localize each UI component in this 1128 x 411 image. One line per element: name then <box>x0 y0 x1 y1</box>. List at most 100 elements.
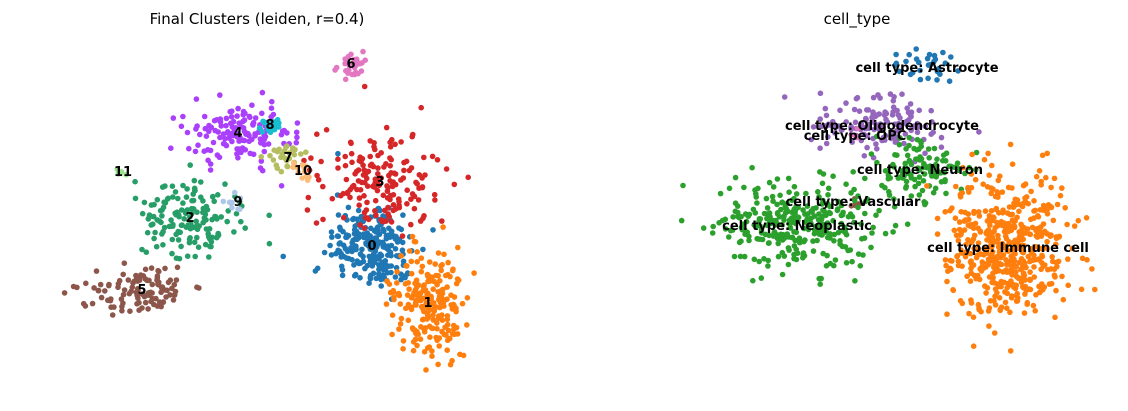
scatter-point <box>160 204 167 211</box>
scatter-point <box>243 130 250 136</box>
scatter-point <box>338 250 345 257</box>
scatter-point <box>383 124 390 131</box>
scatter-point <box>848 203 855 209</box>
scatter-point <box>1000 252 1007 258</box>
scatter-point <box>824 200 831 207</box>
scatter-point <box>751 256 758 263</box>
scatter-point <box>202 241 209 248</box>
scatter-point <box>719 217 726 224</box>
scatter-point <box>869 119 876 125</box>
scatter-point <box>434 320 440 326</box>
scatter-point <box>408 221 414 228</box>
scatter-point <box>184 186 190 192</box>
scatter-point <box>1022 291 1028 297</box>
scatter-point <box>803 190 809 197</box>
scatter-point <box>121 260 128 267</box>
scatter-point <box>352 61 358 68</box>
scatter-point <box>1033 173 1040 180</box>
scatter-point <box>336 241 343 247</box>
scatter-point <box>975 246 982 252</box>
scatter-point <box>121 287 128 293</box>
scatter-point <box>793 229 800 236</box>
scatter-point <box>451 181 458 188</box>
scatter-point <box>970 236 977 242</box>
scatter-point <box>960 164 966 171</box>
scatter-point <box>822 105 829 112</box>
scatter-point <box>990 186 996 192</box>
scatter-point <box>732 208 739 215</box>
scatter-point <box>1038 178 1044 185</box>
scatter-point <box>366 280 372 287</box>
scatter-point <box>347 139 354 146</box>
scatter-point <box>432 197 438 203</box>
scatter-point <box>922 150 928 157</box>
scatter-point <box>386 281 393 288</box>
scatter-point <box>1027 231 1034 238</box>
scatter-point <box>966 189 972 195</box>
scatter-point <box>422 172 428 178</box>
scatter-point <box>1021 310 1028 316</box>
scatter-point <box>217 119 224 125</box>
scatter-point <box>832 130 838 136</box>
scatter-point <box>770 198 776 204</box>
scatter-point <box>419 263 426 270</box>
scatter-point <box>810 238 816 244</box>
scatter-point <box>680 182 686 189</box>
scatter-point <box>97 281 104 288</box>
scatter-point <box>830 123 837 130</box>
scatter-point <box>396 202 402 209</box>
scatter-point <box>1059 185 1065 191</box>
scatter-point <box>785 175 792 182</box>
scatter-point <box>1037 229 1044 235</box>
scatter-point <box>976 209 982 215</box>
scatter-point <box>436 343 443 349</box>
scatter-point <box>357 222 363 228</box>
scatter-point <box>930 129 936 136</box>
scatter-point <box>359 246 365 253</box>
scatter-point <box>433 304 440 310</box>
scatter-point <box>295 169 302 176</box>
scatter-point <box>314 131 320 137</box>
scatter-point <box>191 177 198 184</box>
scatter-point <box>205 157 211 164</box>
scatter-point <box>726 185 733 192</box>
scatter-point <box>404 201 410 207</box>
scatter-point <box>858 137 865 144</box>
scatter-point <box>418 104 425 111</box>
scatter-point <box>861 153 868 159</box>
scatter-point <box>156 218 163 224</box>
scatter-point <box>782 210 789 216</box>
scatter-point <box>208 239 215 245</box>
scatter-point <box>169 236 176 243</box>
scatter-point <box>408 270 415 277</box>
scatter-point <box>471 270 477 276</box>
scatter-point <box>802 237 808 243</box>
scatter-point <box>906 51 912 58</box>
scatter-point <box>908 175 915 181</box>
scatter-point <box>870 94 877 101</box>
scatter-point <box>167 277 174 284</box>
scatter-point <box>372 248 379 254</box>
scatter-point <box>106 281 112 288</box>
scatter-point <box>1089 266 1095 272</box>
scatter-point <box>372 180 379 187</box>
scatter-point <box>162 183 168 189</box>
scatter-point <box>134 292 140 299</box>
scatter-point <box>782 234 789 240</box>
scatter-point <box>205 231 211 237</box>
scatter-point <box>220 140 227 147</box>
scatter-point <box>738 213 744 220</box>
scatter-point <box>794 250 801 256</box>
scatter-point <box>730 214 736 220</box>
scatter-point <box>349 184 356 190</box>
scatter-point <box>430 312 436 318</box>
scatter-point <box>400 338 407 344</box>
scatter-point <box>439 300 445 306</box>
scatter-point <box>1025 200 1031 207</box>
scatter-point <box>323 127 330 133</box>
scatter-point <box>83 280 89 287</box>
scatter-point <box>732 200 739 206</box>
scatter-point <box>398 253 404 259</box>
scatter-point <box>1004 305 1010 312</box>
scatter-point <box>258 158 265 164</box>
